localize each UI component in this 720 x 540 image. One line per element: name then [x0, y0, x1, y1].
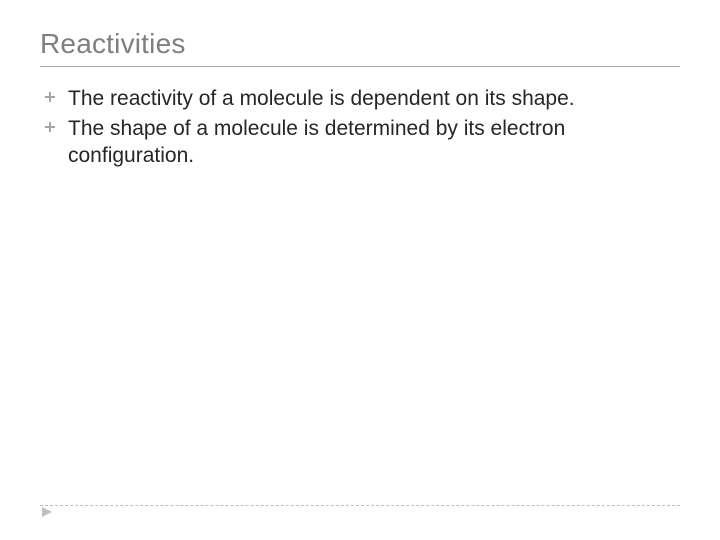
- slide-title: Reactivities: [40, 28, 680, 60]
- bullet-icon: [44, 115, 68, 133]
- title-block: Reactivities: [40, 28, 680, 67]
- bullet-text: The shape of a molecule is determined by…: [68, 115, 680, 170]
- footer-divider: [40, 505, 680, 506]
- bullet-text: The reactivity of a molecule is dependen…: [68, 85, 680, 113]
- slide-content: The reactivity of a molecule is dependen…: [40, 85, 680, 170]
- bullet-icon: [44, 85, 68, 103]
- slide: Reactivities The reactivity of a molecul…: [0, 0, 720, 540]
- list-item: The shape of a molecule is determined by…: [44, 115, 680, 170]
- play-arrow-icon: [40, 505, 54, 524]
- list-item: The reactivity of a molecule is dependen…: [44, 85, 680, 113]
